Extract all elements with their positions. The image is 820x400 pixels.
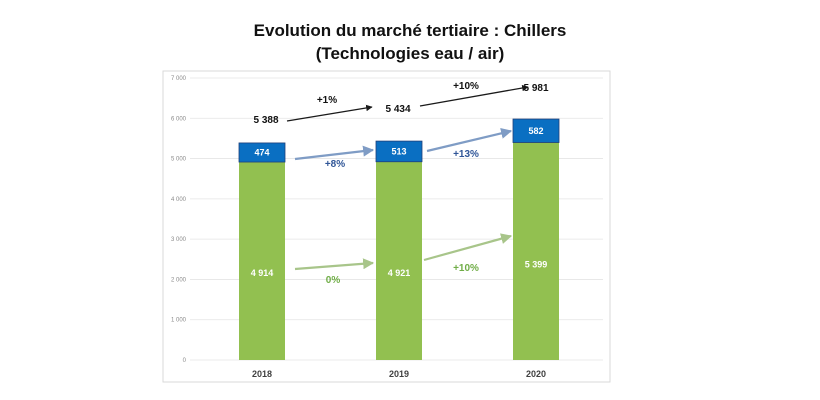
y-tick-label: 5 000 (171, 157, 187, 163)
y-tick-label: 4 000 (171, 197, 187, 203)
top-segment-label: 474 (254, 147, 269, 157)
chart-title: Evolution du marché tertiaire : Chillers (253, 21, 567, 40)
x-tick-label: 2018 (252, 369, 272, 379)
bottom-growth-label: +10% (453, 263, 479, 274)
bar-top-2020 (512, 118, 560, 143)
top-segment-label: 513 (391, 146, 406, 156)
total-growth-label: +1% (317, 95, 337, 106)
total-growth-arrow (419, 84, 529, 107)
top-segment-label: 582 (528, 126, 543, 136)
bar-bottom-2020 (513, 142, 559, 360)
bottom-segment-label: 5 399 (525, 259, 548, 269)
total-label: 5 434 (385, 104, 410, 115)
total-label: 5 388 (253, 115, 278, 126)
top-growth-label: +13% (453, 149, 479, 160)
total-growth-arrow (286, 104, 373, 122)
top-growth-label: +8% (325, 159, 345, 170)
bar-top-2019 (375, 140, 423, 163)
y-tick-label: 0 (183, 358, 187, 364)
y-tick-label: 3 000 (171, 237, 187, 243)
bar-top-2018 (238, 142, 286, 163)
total-growth-label: +10% (453, 81, 479, 92)
y-tick-label: 6 000 (171, 116, 187, 122)
x-tick-label: 2020 (526, 369, 546, 379)
chart-subtitle: (Technologies eau / air) (315, 44, 505, 63)
bar-bottom-2019 (376, 161, 422, 360)
top-growth-arrow (426, 127, 513, 153)
bar-bottom-2018 (239, 162, 285, 360)
bottom-growth-label: 0% (326, 275, 341, 286)
plot-frame (162, 70, 611, 383)
top-growth-arrow (294, 145, 375, 161)
y-tick-label: 1 000 (171, 318, 187, 324)
bottom-growth-arrow (294, 258, 375, 271)
bottom-segment-label: 4 921 (388, 268, 411, 278)
bottom-segment-label: 4 914 (251, 268, 274, 278)
y-tick-label: 7 000 (171, 76, 187, 82)
x-tick-label: 2019 (389, 369, 409, 379)
bottom-growth-arrow (423, 233, 513, 262)
y-tick-label: 2 000 (171, 277, 187, 283)
total-label: 5 981 (523, 83, 548, 94)
